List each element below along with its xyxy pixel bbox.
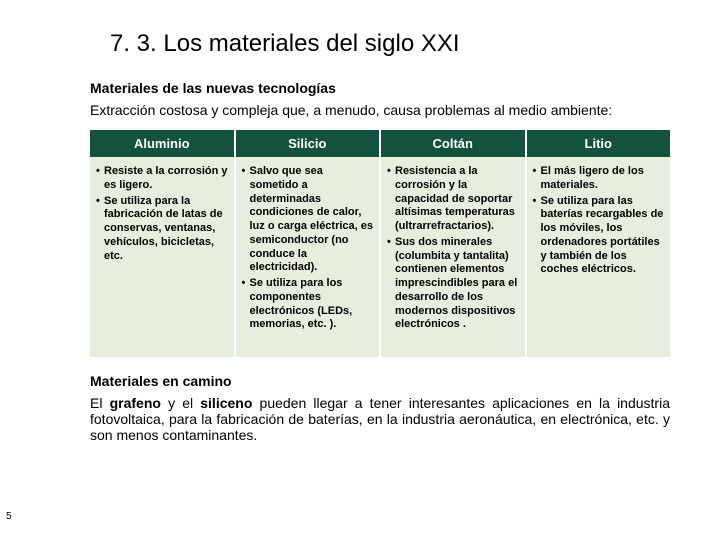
materials-table: Aluminio Resiste a la corrosión y es lig… [90,130,670,357]
column-body: El más ligero de los materiales. Se util… [527,157,671,357]
outro-text: El grafeno y el siliceno pueden llegar a… [90,395,670,443]
list-item: Resistencia a la corrosión y la capacida… [387,165,519,234]
column-header: Coltán [381,130,525,157]
list-item: Se utiliza para los componentes electrón… [242,277,374,332]
intro-text: Extracción costosa y compleja que, a men… [90,102,670,118]
section-subtitle-2: Materiales en camino [90,373,680,389]
column-header: Silicio [236,130,380,157]
table-column: Litio El más ligero de los materiales. S… [527,130,671,357]
slide: 7. 3. Los materiales del siglo XXI Mater… [0,0,720,463]
list-item: Resiste a la corrosión y es ligero. [96,165,228,193]
column-header: Aluminio [90,130,234,157]
column-header: Litio [527,130,671,157]
column-body: Salvo que sea sometido a determinadas co… [236,157,380,357]
list-item: Se utiliza para las baterías recargables… [533,195,665,278]
page-number: 5 [6,511,12,522]
column-body: Resiste a la corrosión y es ligero. Se u… [90,157,234,357]
list-item: Sus dos minerales (columbita y tantalita… [387,236,519,332]
table-column: Silicio Salvo que sea sometido a determi… [236,130,380,357]
column-body: Resistencia a la corrosión y la capacida… [381,157,525,357]
list-item: Salvo que sea sometido a determinadas co… [242,165,374,275]
page-title: 7. 3. Los materiales del siglo XXI [110,30,680,58]
list-item: El más ligero de los materiales. [533,165,665,193]
outro-bold: grafeno [110,395,161,411]
outro-span: El [90,395,110,411]
outro-bold: siliceno [200,395,252,411]
table-column: Aluminio Resiste a la corrosión y es lig… [90,130,234,357]
section-subtitle-1: Materiales de las nuevas tecnologías [90,80,680,96]
list-item: Se utiliza para la fabricación de latas … [96,195,228,264]
table-column: Coltán Resistencia a la corrosión y la c… [381,130,525,357]
outro-span: y el [161,395,200,411]
